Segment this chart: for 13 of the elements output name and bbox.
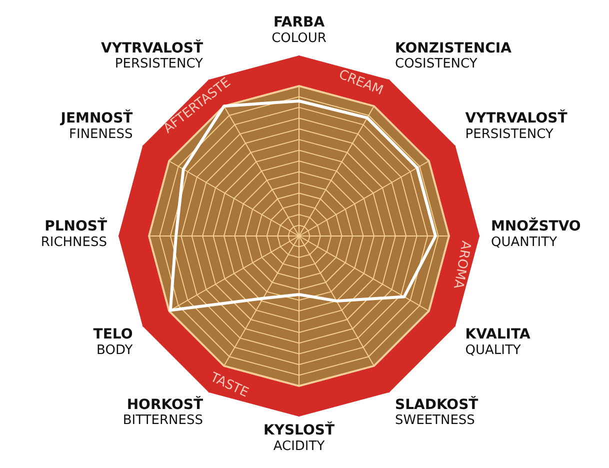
spoke-label: SLADKOSŤ SWEETNESS [395,394,479,428]
spoke-label: JEMNOSŤ FINENESS [60,108,134,142]
spoke-label: KONZISTENCIA COSISTENCY [395,40,512,72]
spoke-label: VYTRVALOSŤ PERSISTENCY [465,108,568,142]
text: AROMA [450,240,474,290]
spoke-label: TELO BODY [93,326,133,358]
spoke-label: HORKOSŤ BITTERNESS [122,394,204,428]
spoke-label: KVALITA QUALITY [465,326,530,358]
spoke-label: PLNOSŤ RICHNESS [40,216,108,250]
spoke-label: FARBA COLOUR [272,14,326,46]
spoke-label: KYSLOSŤ ACIDITY [263,420,335,454]
spoke-label: VYTRVALOSŤ PERSISTENCY [101,38,204,72]
spoke-label: MNOŽSTVO QUANTITY [491,218,581,250]
